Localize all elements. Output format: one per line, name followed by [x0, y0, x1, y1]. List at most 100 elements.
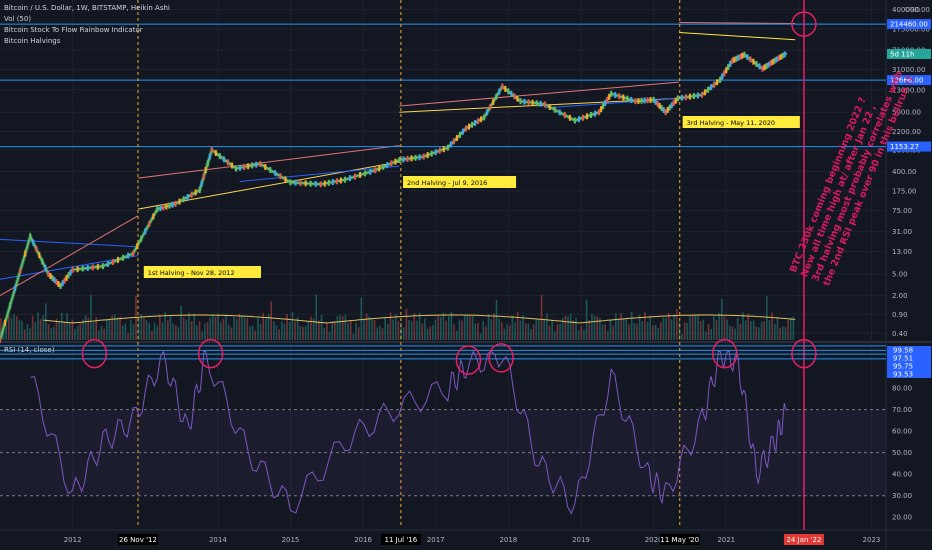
heikin-ashi-candle	[489, 104, 492, 111]
volume-bar	[71, 319, 74, 340]
heikin-ashi-candle	[672, 100, 675, 107]
heikin-ashi-candle	[614, 91, 617, 98]
heikin-ashi-candle	[710, 84, 713, 91]
heikin-ashi-candle	[438, 147, 441, 154]
volume-bar	[387, 323, 389, 340]
volume-bar	[477, 322, 479, 340]
price-badge-label: 1153.27	[890, 143, 919, 151]
time-badge	[659, 534, 700, 545]
trend-line	[0, 215, 139, 296]
price-plot[interactable]: 1st Halving - Nov 28, 2012 2nd Halving - …	[0, 0, 886, 530]
volume-bar	[26, 324, 29, 340]
volume-bar	[670, 319, 673, 340]
volume-bar	[758, 327, 760, 340]
heikin-ashi-candle	[707, 86, 710, 93]
volume-bar	[500, 322, 503, 340]
volume-bar	[763, 321, 766, 340]
volume-bar	[535, 318, 538, 340]
heikin-ashi-candle	[604, 99, 607, 106]
heikin-ashi-candle	[194, 189, 197, 196]
heikin-ashi-candle	[622, 94, 625, 101]
heikin-ashi-candle	[630, 96, 633, 103]
price-badge	[887, 141, 931, 152]
heikin-ashi-candle	[309, 180, 312, 187]
heikin-ashi-candle	[735, 55, 738, 62]
heikin-ashi-candle	[674, 97, 677, 104]
volume-bar	[87, 317, 90, 340]
volume-bar	[784, 326, 787, 340]
volume-bar	[124, 323, 127, 340]
indicator-rainbow[interactable]: Bitcoin Stock To Flow Rainbow Indicator	[4, 26, 143, 34]
indicator-vol[interactable]: Vol (50)	[4, 15, 32, 23]
heikin-ashi-candle	[200, 180, 203, 187]
rsi-line	[30, 349, 787, 515]
heikin-ashi-candle	[749, 56, 752, 63]
heikin-ashi-candle	[235, 165, 238, 172]
volume-bar	[596, 316, 599, 340]
heikin-ashi-candle	[38, 252, 41, 259]
volume-bar	[675, 308, 678, 340]
heikin-ashi-candle	[299, 180, 302, 187]
time-badge	[783, 534, 824, 545]
volume-bar	[612, 325, 614, 340]
volume-bar	[490, 318, 492, 340]
heikin-ashi-candle	[468, 123, 471, 130]
volume-bar	[379, 325, 381, 340]
volume-bar	[599, 317, 601, 340]
volume-bar	[280, 321, 283, 340]
volume-bar	[569, 313, 572, 340]
volume-bar	[787, 320, 789, 340]
volume-bar	[315, 294, 318, 340]
volume-bar	[776, 317, 779, 340]
volume-bar	[320, 314, 323, 340]
heikin-ashi-candle	[761, 65, 764, 72]
volume-bar	[755, 326, 758, 340]
heikin-ashi-candle	[289, 179, 292, 186]
rsi-title[interactable]: RSI (14, close)	[4, 346, 55, 354]
volume-bar	[238, 314, 241, 340]
heikin-ashi-candle	[692, 93, 695, 100]
volume-bar	[482, 320, 485, 340]
heikin-ashi-candle	[729, 60, 732, 67]
time-badge-label: 11 Jul '16	[385, 536, 418, 544]
volume-bar	[551, 319, 553, 340]
heikin-ashi-candle	[510, 90, 513, 97]
volume-bar	[559, 323, 561, 340]
volume-bar	[455, 330, 458, 340]
heikin-ashi-candle	[558, 109, 561, 116]
rsi-tick-label: 20.00	[892, 514, 912, 522]
heikin-ashi-candle	[57, 281, 60, 288]
heikin-ashi-candle	[251, 162, 254, 169]
volume-bar	[591, 313, 593, 340]
time-tick-label: 2012	[64, 536, 82, 544]
volume-bar	[718, 313, 720, 340]
rsi-peak-circle	[197, 338, 224, 369]
volume-bar	[485, 326, 487, 340]
volume-bar	[50, 328, 52, 340]
heikin-ashi-candle	[339, 177, 342, 184]
volume-bar	[461, 320, 463, 340]
volume-bar	[726, 319, 728, 340]
volume-bar	[265, 318, 267, 340]
volume-bar	[660, 322, 662, 340]
volume-bar	[572, 320, 575, 340]
heikin-ashi-candle	[765, 63, 768, 70]
rsi-plot[interactable]	[0, 338, 886, 515]
volume-bar	[426, 328, 429, 340]
heikin-ashi-candle	[649, 96, 652, 103]
volume-bar	[471, 316, 474, 340]
indicator-halvings[interactable]: Bitcoin Halvings	[4, 37, 61, 45]
volume-bar	[153, 322, 156, 340]
volume-bar	[731, 326, 734, 340]
halving-label: 2nd Halving - Jul 9, 2016	[407, 179, 487, 187]
volume-bar	[18, 319, 21, 340]
time-tick-label: 2020	[645, 536, 663, 544]
volume-bar	[760, 321, 763, 340]
heikin-ashi-candle	[568, 114, 571, 121]
volume-bar	[233, 316, 235, 340]
volume-bar	[554, 331, 556, 340]
heikin-ashi-candle	[243, 164, 246, 171]
heikin-ashi-candle	[634, 98, 637, 105]
volume-bar	[636, 323, 638, 340]
